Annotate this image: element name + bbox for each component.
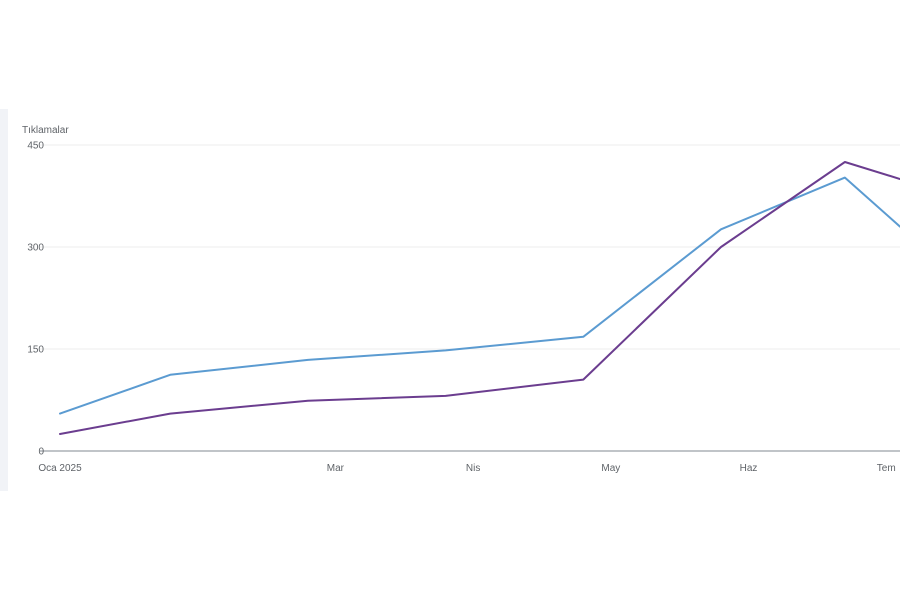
x-tick-label: Haz [740,463,758,474]
y-tick-label: 450 [27,141,44,152]
x-tick-label: Nis [466,463,480,474]
y-tick-label: 150 [27,345,44,356]
series-line-2 [59,161,900,435]
grid-layer [40,144,900,350]
y-tick-label: 300 [27,243,44,254]
series-line-1 [59,176,900,415]
x-tick-label: Oca 2025 [38,463,82,474]
x-tick-label: Tem [877,463,896,474]
label-layer: Tıklamalar 0 150 300 450 Oca 2025 Mar Nis May Ha… [22,125,896,474]
panel-edge [0,109,8,491]
y-tick-label: 0 [38,447,44,458]
y-axis-title: Tıklamalar [22,125,69,136]
series-layer [59,161,900,435]
x-tick-label: Mar [327,463,345,474]
x-tick-label: May [601,463,620,474]
